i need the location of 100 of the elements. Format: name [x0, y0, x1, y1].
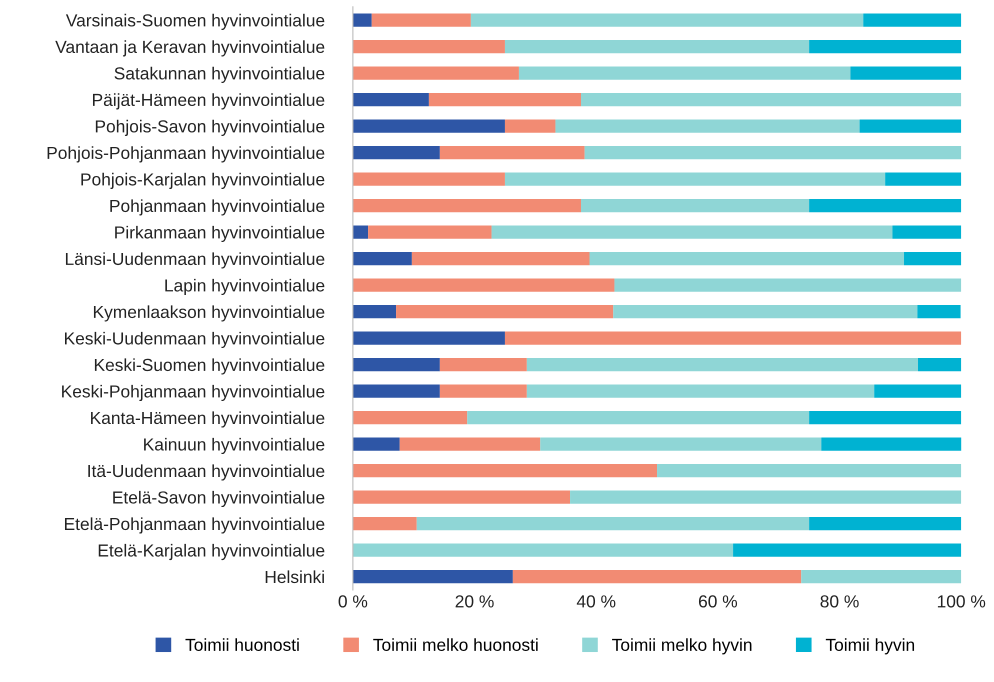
bar: [584, 146, 962, 160]
bar: [352, 252, 412, 266]
bar: [470, 13, 864, 27]
bar: [352, 198, 581, 212]
bar: [801, 570, 962, 584]
bar: [352, 119, 505, 133]
bar: [412, 252, 590, 266]
bar: [352, 13, 372, 27]
bar: [352, 490, 570, 504]
bar: [352, 384, 440, 398]
y-tick-label: Itä-Uudenmaan hyvinvointialue: [88, 464, 324, 481]
bar: [504, 332, 962, 345]
x-tick-label: 80 %: [820, 595, 859, 608]
legend-label: Toimii melko hyvin: [612, 638, 752, 654]
bar: [504, 40, 810, 54]
bar: [863, 13, 962, 27]
bar: [555, 119, 860, 133]
bar: [885, 172, 962, 186]
bar: [352, 278, 614, 292]
bar: [352, 517, 417, 530]
y-tick-label: Etelä-Savon hyvinvointialue: [113, 490, 324, 508]
bar: [892, 225, 962, 239]
x-tick-label: 40 %: [576, 595, 616, 608]
y-tick-label: Keski-Suomen hyvinvointialue: [94, 358, 324, 375]
y-tick-label: Satakunnan hyvinvointialue: [114, 66, 324, 83]
bar: [809, 198, 962, 212]
bar: [352, 332, 505, 345]
bar: [504, 119, 556, 133]
y-tick-label: Länsi-Uudenmaan hyvinvointialue: [66, 252, 324, 269]
bar: [821, 438, 962, 451]
bar: [733, 544, 962, 557]
bar: [352, 92, 429, 106]
y-tick-label: Vantaan ja Keravan hyvinvointialue: [55, 40, 324, 56]
y-tick-label: Päijät-Hämeen hyvinvointialue: [92, 93, 324, 110]
bar: [400, 438, 540, 451]
bar: [440, 358, 527, 372]
bar: [352, 305, 396, 318]
bar: [580, 92, 962, 106]
y-tick-label: Helsinki: [266, 570, 324, 584]
bar: [428, 92, 581, 106]
y-tick-label: Etelä-Pohjanmaan hyvinvointialue: [64, 517, 324, 534]
y-tick-label: Lapin hyvinvointialue: [165, 278, 324, 296]
bar: [440, 146, 585, 160]
legend-label: Toimii hyvin: [826, 638, 914, 654]
legend-label: Toimii huonosti: [185, 638, 299, 651]
bar: [352, 172, 505, 186]
bar: [590, 252, 904, 266]
bar: [809, 517, 962, 530]
bar: [540, 438, 822, 451]
x-tick-label: 100 %: [938, 595, 986, 608]
y-tick-label: Keski-Pohjanmaan hyvinvointialue: [62, 384, 324, 402]
bar: [352, 66, 519, 80]
y-tick-label: Pohjois-Karjalan hyvinvointialue: [81, 172, 324, 189]
bar: [526, 384, 874, 398]
y-tick-label: Etelä-Karjalan hyvinvointialue: [98, 544, 324, 560]
bar: [809, 411, 962, 424]
bar: [850, 66, 962, 80]
bar: [352, 464, 658, 478]
bar: [917, 305, 961, 318]
bar: [512, 570, 802, 584]
bar: [492, 225, 892, 239]
bar: [352, 225, 368, 239]
y-tick-label: Pirkanmaan hyvinvointialue: [115, 226, 324, 242]
bar: [352, 40, 505, 54]
bar: [352, 411, 468, 424]
bar: [614, 278, 962, 292]
bar: [368, 225, 492, 239]
x-tick-label: 20 %: [456, 595, 494, 608]
legend-label: Toimii melko huonosti: [373, 638, 538, 651]
bar: [352, 358, 440, 372]
bar: [352, 438, 400, 451]
y-tick-label: Kainuun hyvinvointialue: [144, 438, 324, 454]
bar: [467, 411, 810, 424]
bar: [613, 305, 918, 318]
bar: [352, 544, 734, 557]
bar: [372, 13, 471, 27]
y-tick-label: Keski-Uudenmaan hyvinvointialue: [65, 332, 324, 348]
y-tick-label: Varsinais-Suomen hyvinvointialue: [66, 14, 324, 30]
bar: [874, 384, 962, 398]
y-tick-label: Pohjois-Pohjanmaan hyvinvointialue: [48, 146, 324, 162]
bar: [918, 358, 962, 372]
y-tick-label: Pohjanmaan hyvinvointialue: [110, 199, 324, 216]
bar: [440, 384, 527, 398]
x-tick-label: 60 %: [698, 595, 738, 608]
bar: [860, 119, 962, 133]
bar: [526, 358, 918, 372]
bar: [904, 252, 962, 266]
y-tick-label: Kanta-Hämeen hyvinvointialue: [91, 411, 324, 428]
y-tick-label: Kymenlaakson hyvinvointialue: [94, 305, 324, 322]
x-tick-label: 0 %: [338, 595, 368, 608]
bar: [580, 198, 810, 212]
bar: [352, 146, 440, 160]
bar: [657, 464, 962, 478]
bar: [504, 172, 886, 186]
bar: [570, 490, 962, 504]
bar: [518, 66, 850, 80]
bar: [809, 40, 962, 54]
bar: [396, 305, 614, 318]
y-tick-label: Pohjois-Savon hyvinvointialue: [96, 120, 324, 136]
bar: [416, 517, 810, 530]
